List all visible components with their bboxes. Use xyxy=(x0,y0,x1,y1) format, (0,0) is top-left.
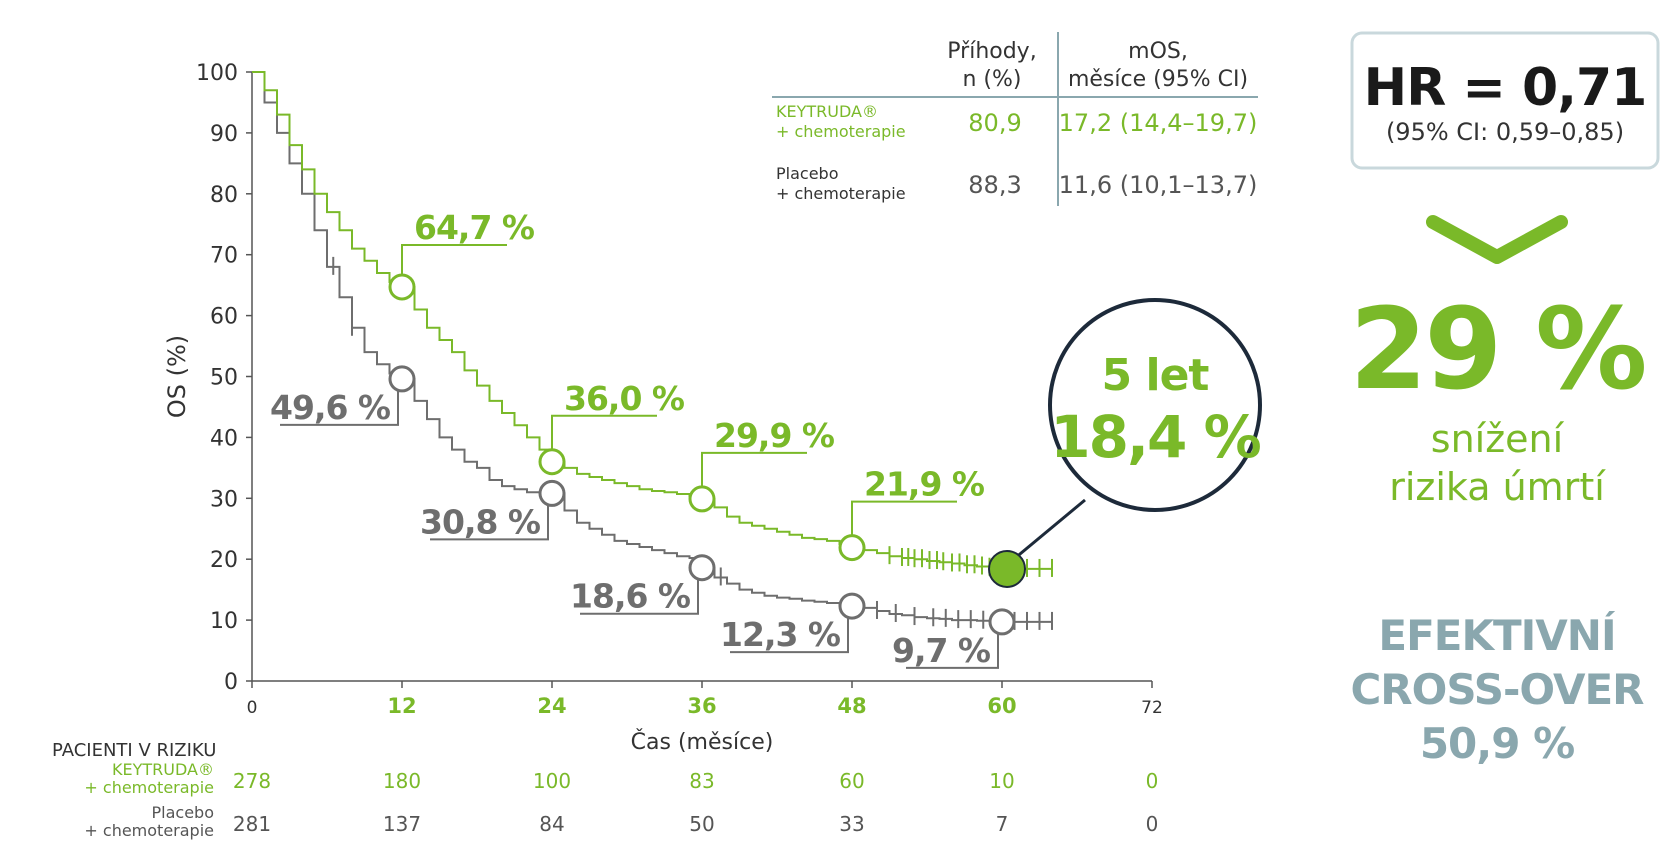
risk-row-name: Placebo xyxy=(152,803,214,822)
legend-row-mos: 11,6 (10,1–13,7) xyxy=(1059,171,1258,199)
placebo-annotation-leader xyxy=(906,633,999,669)
placebo-annotation-label: 30,8 % xyxy=(420,502,541,541)
x-axis-label: Čas (měsíce) xyxy=(631,729,774,755)
keytruda-annotation-leader xyxy=(551,414,657,450)
legend-row-mos: 17,2 (14,4–19,7) xyxy=(1059,109,1258,137)
legend-header-events: Příhody, xyxy=(947,39,1036,64)
risk-row-name: KEYTRUDA® xyxy=(112,760,214,779)
risk-value: 60 xyxy=(839,769,864,793)
y-tick-label: 100 xyxy=(196,61,238,86)
reduction-value: 29 % xyxy=(1349,285,1644,415)
risk-value: 180 xyxy=(383,769,421,793)
keytruda-annotation-leader xyxy=(401,243,507,275)
keytruda-marker xyxy=(388,273,416,301)
x-tick-label: 24 xyxy=(537,694,566,718)
callout-leader xyxy=(1013,498,1086,561)
risk-value: 10 xyxy=(989,769,1014,793)
y-tick-label: 20 xyxy=(210,548,238,573)
y-tick-label: 10 xyxy=(210,609,238,634)
placebo-annotation-label: 49,6 % xyxy=(270,388,391,427)
x-tick-label: 60 xyxy=(987,694,1016,718)
risk-value: 137 xyxy=(383,812,421,836)
x-tick-label: 72 xyxy=(1141,698,1163,718)
hr-box xyxy=(1350,31,1660,170)
placebo-annotation-leader xyxy=(730,618,849,654)
y-tick-label: 80 xyxy=(210,183,238,208)
y-axis-label: OS (%) xyxy=(163,335,191,418)
risk-value: 278 xyxy=(233,769,271,793)
y-tick-label: 70 xyxy=(210,244,238,269)
placebo-marker xyxy=(988,608,1016,636)
y-tick-label: 50 xyxy=(210,366,238,391)
reduction-label: rizika úmrtí xyxy=(1389,465,1606,509)
risk-value: 0 xyxy=(1146,769,1159,793)
risk-value: 7 xyxy=(996,812,1009,836)
crossover-line: EFEKTIVNÍ xyxy=(1378,610,1616,660)
placebo-marker xyxy=(838,592,866,620)
reduction-label: snížení xyxy=(1431,417,1565,461)
risk-value: 84 xyxy=(539,812,564,836)
risk-value: 50 xyxy=(689,812,714,836)
placebo-annotation-label: 9,7 % xyxy=(892,631,991,670)
y-tick-label: 30 xyxy=(210,487,238,512)
placebo-curve xyxy=(252,71,1052,623)
risk-table-title: PACIENTI V RIZIKU xyxy=(52,740,216,761)
legend-header-mos: mOS, xyxy=(1128,39,1188,64)
callout-circle xyxy=(1048,298,1262,512)
x-tick-label: 36 xyxy=(687,694,716,718)
callout-value: 18,4 % xyxy=(1050,403,1260,471)
keytruda-annotation-label: 36,0 % xyxy=(564,379,685,418)
legend-header-events: n (%) xyxy=(962,67,1021,92)
placebo-annotation-label: 18,6 % xyxy=(570,577,691,616)
risk-row-name: + chemoterapie xyxy=(84,821,214,840)
risk-value: 0 xyxy=(1146,812,1159,836)
hr-title: HR = 0,71 xyxy=(1364,58,1647,118)
keytruda-annotation-leader xyxy=(851,500,957,536)
keytruda-marker xyxy=(538,448,566,476)
legend-row-name: KEYTRUDA® xyxy=(776,102,878,121)
y-tick-label: 40 xyxy=(210,426,238,451)
x-tick-label: 12 xyxy=(387,694,416,718)
placebo-annotation-leader xyxy=(580,579,699,615)
risk-row-name: + chemoterapie xyxy=(84,778,214,797)
keytruda-annotation-label: 64,7 % xyxy=(414,208,535,247)
placebo-marker xyxy=(538,479,566,507)
keytruda-marker xyxy=(688,485,716,513)
crossover-line: CROSS-OVER xyxy=(1350,665,1644,714)
legend-row-name: + chemoterapie xyxy=(776,122,906,141)
highlight-marker xyxy=(988,549,1026,588)
risk-value: 83 xyxy=(689,769,714,793)
risk-value: 33 xyxy=(839,812,864,836)
legend-row-events: 88,3 xyxy=(968,171,1021,199)
risk-value: 100 xyxy=(533,769,571,793)
placebo-annotation-leader xyxy=(430,505,549,541)
keytruda-marker xyxy=(838,534,866,562)
callout-years: 5 let xyxy=(1102,350,1210,401)
legend-header-mos: měsíce (95% CI) xyxy=(1068,67,1248,92)
legend-row-name: Placebo xyxy=(776,164,838,183)
x-tick-label: 48 xyxy=(837,694,866,718)
chevron-down-icon xyxy=(1426,215,1568,264)
keytruda-annotation-leader xyxy=(701,451,807,487)
risk-value: 281 xyxy=(233,812,271,836)
placebo-annotation-leader xyxy=(280,390,399,426)
keytruda-annotation-label: 29,9 % xyxy=(714,416,835,455)
y-tick-label: 90 xyxy=(210,122,238,147)
placebo-marker xyxy=(688,554,716,582)
x-tick-label: 0 xyxy=(247,698,258,718)
y-tick-label: 0 xyxy=(224,670,238,695)
crossover-value: 50,9 % xyxy=(1420,719,1574,768)
legend-row-events: 80,9 xyxy=(968,109,1021,137)
legend-row-name: + chemoterapie xyxy=(776,184,906,203)
placebo-annotation-label: 12,3 % xyxy=(720,615,841,654)
placebo-marker xyxy=(388,365,416,393)
y-tick-label: 60 xyxy=(210,305,238,330)
hr-ci: (95% CI: 0,59–0,85) xyxy=(1386,118,1624,146)
keytruda-annotation-label: 21,9 % xyxy=(864,465,985,504)
